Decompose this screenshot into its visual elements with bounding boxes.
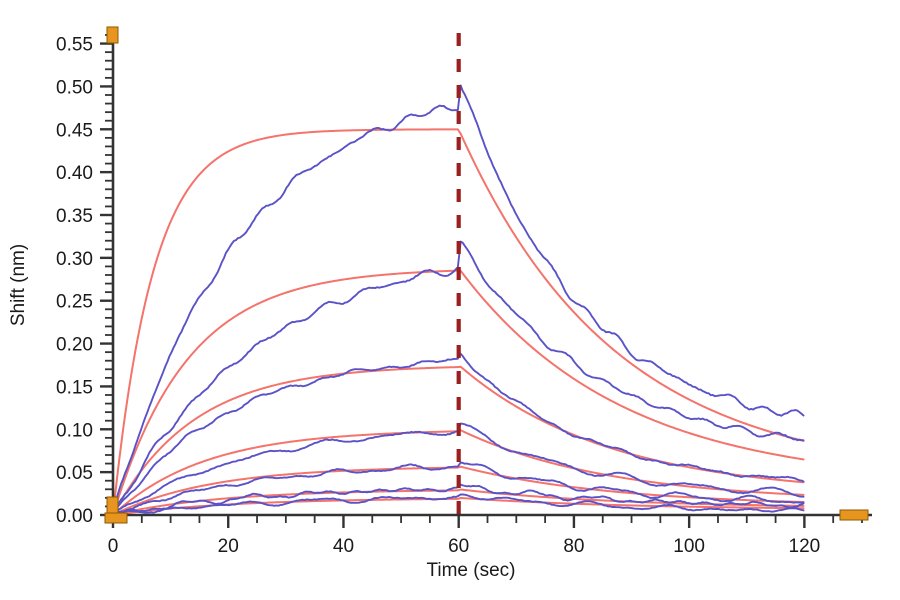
axes — [100, 29, 872, 528]
x-tick-label: 0 — [108, 536, 119, 557]
y-tick-label: 0.05 — [56, 463, 93, 484]
y-tick-label: 0.55 — [56, 35, 93, 56]
y-tick-label: 0.45 — [56, 120, 93, 141]
y-axis-title: Shift (nm) — [8, 244, 29, 326]
x-tick-label: 80 — [563, 536, 584, 557]
y-tick-label: 0.35 — [56, 206, 93, 227]
series-raw-1 — [112, 84, 805, 516]
x-axis-max-handle-grip[interactable] — [839, 509, 869, 521]
x-tick-label: 60 — [448, 536, 469, 557]
y-tick-label: 0.25 — [56, 292, 93, 313]
range-handles[interactable] — [104, 26, 869, 524]
x-tick-label: 40 — [333, 536, 354, 557]
series-fit-3 — [112, 365, 805, 516]
y-tick-label: 0.20 — [56, 335, 93, 356]
y-axis-min-handle[interactable] — [106, 496, 119, 514]
x-axis-min-handle[interactable] — [104, 512, 128, 524]
y-tick-labels: 0.00 0.05 0.10 0.15 0.20 0.25 0.30 0.35 0.40 0.45… — [56, 35, 93, 527]
y-tick-label: 0.40 — [56, 163, 93, 184]
y-axis-max-handle-grip[interactable] — [106, 26, 119, 44]
x-tick-label: 120 — [789, 536, 821, 557]
y-axis-min-handle-grip[interactable] — [106, 496, 119, 514]
series-fit-5 — [112, 465, 805, 516]
series-fit-1 — [112, 128, 805, 516]
y-tick-label: 0.15 — [56, 377, 93, 398]
x-axis-max-handle[interactable] — [839, 509, 869, 521]
y-tick-label: 0.50 — [56, 77, 93, 98]
x-tick-label: 20 — [218, 536, 239, 557]
x-tick-label: 100 — [673, 536, 705, 557]
series-raw-3 — [112, 352, 805, 516]
y-tick-label: 0.00 — [56, 506, 93, 527]
y-axis-max-handle[interactable] — [106, 26, 119, 44]
x-tick-labels: 0 20 40 60 80 100 120 — [108, 536, 821, 557]
x-axis-title: Time (sec) — [426, 560, 515, 581]
y-tick-label: 0.10 — [56, 420, 93, 441]
x-axis-min-handle-grip[interactable] — [104, 512, 128, 524]
series-raw-7 — [112, 493, 805, 516]
series-raw-5 — [112, 461, 805, 516]
y-tick-label: 0.30 — [56, 249, 93, 270]
